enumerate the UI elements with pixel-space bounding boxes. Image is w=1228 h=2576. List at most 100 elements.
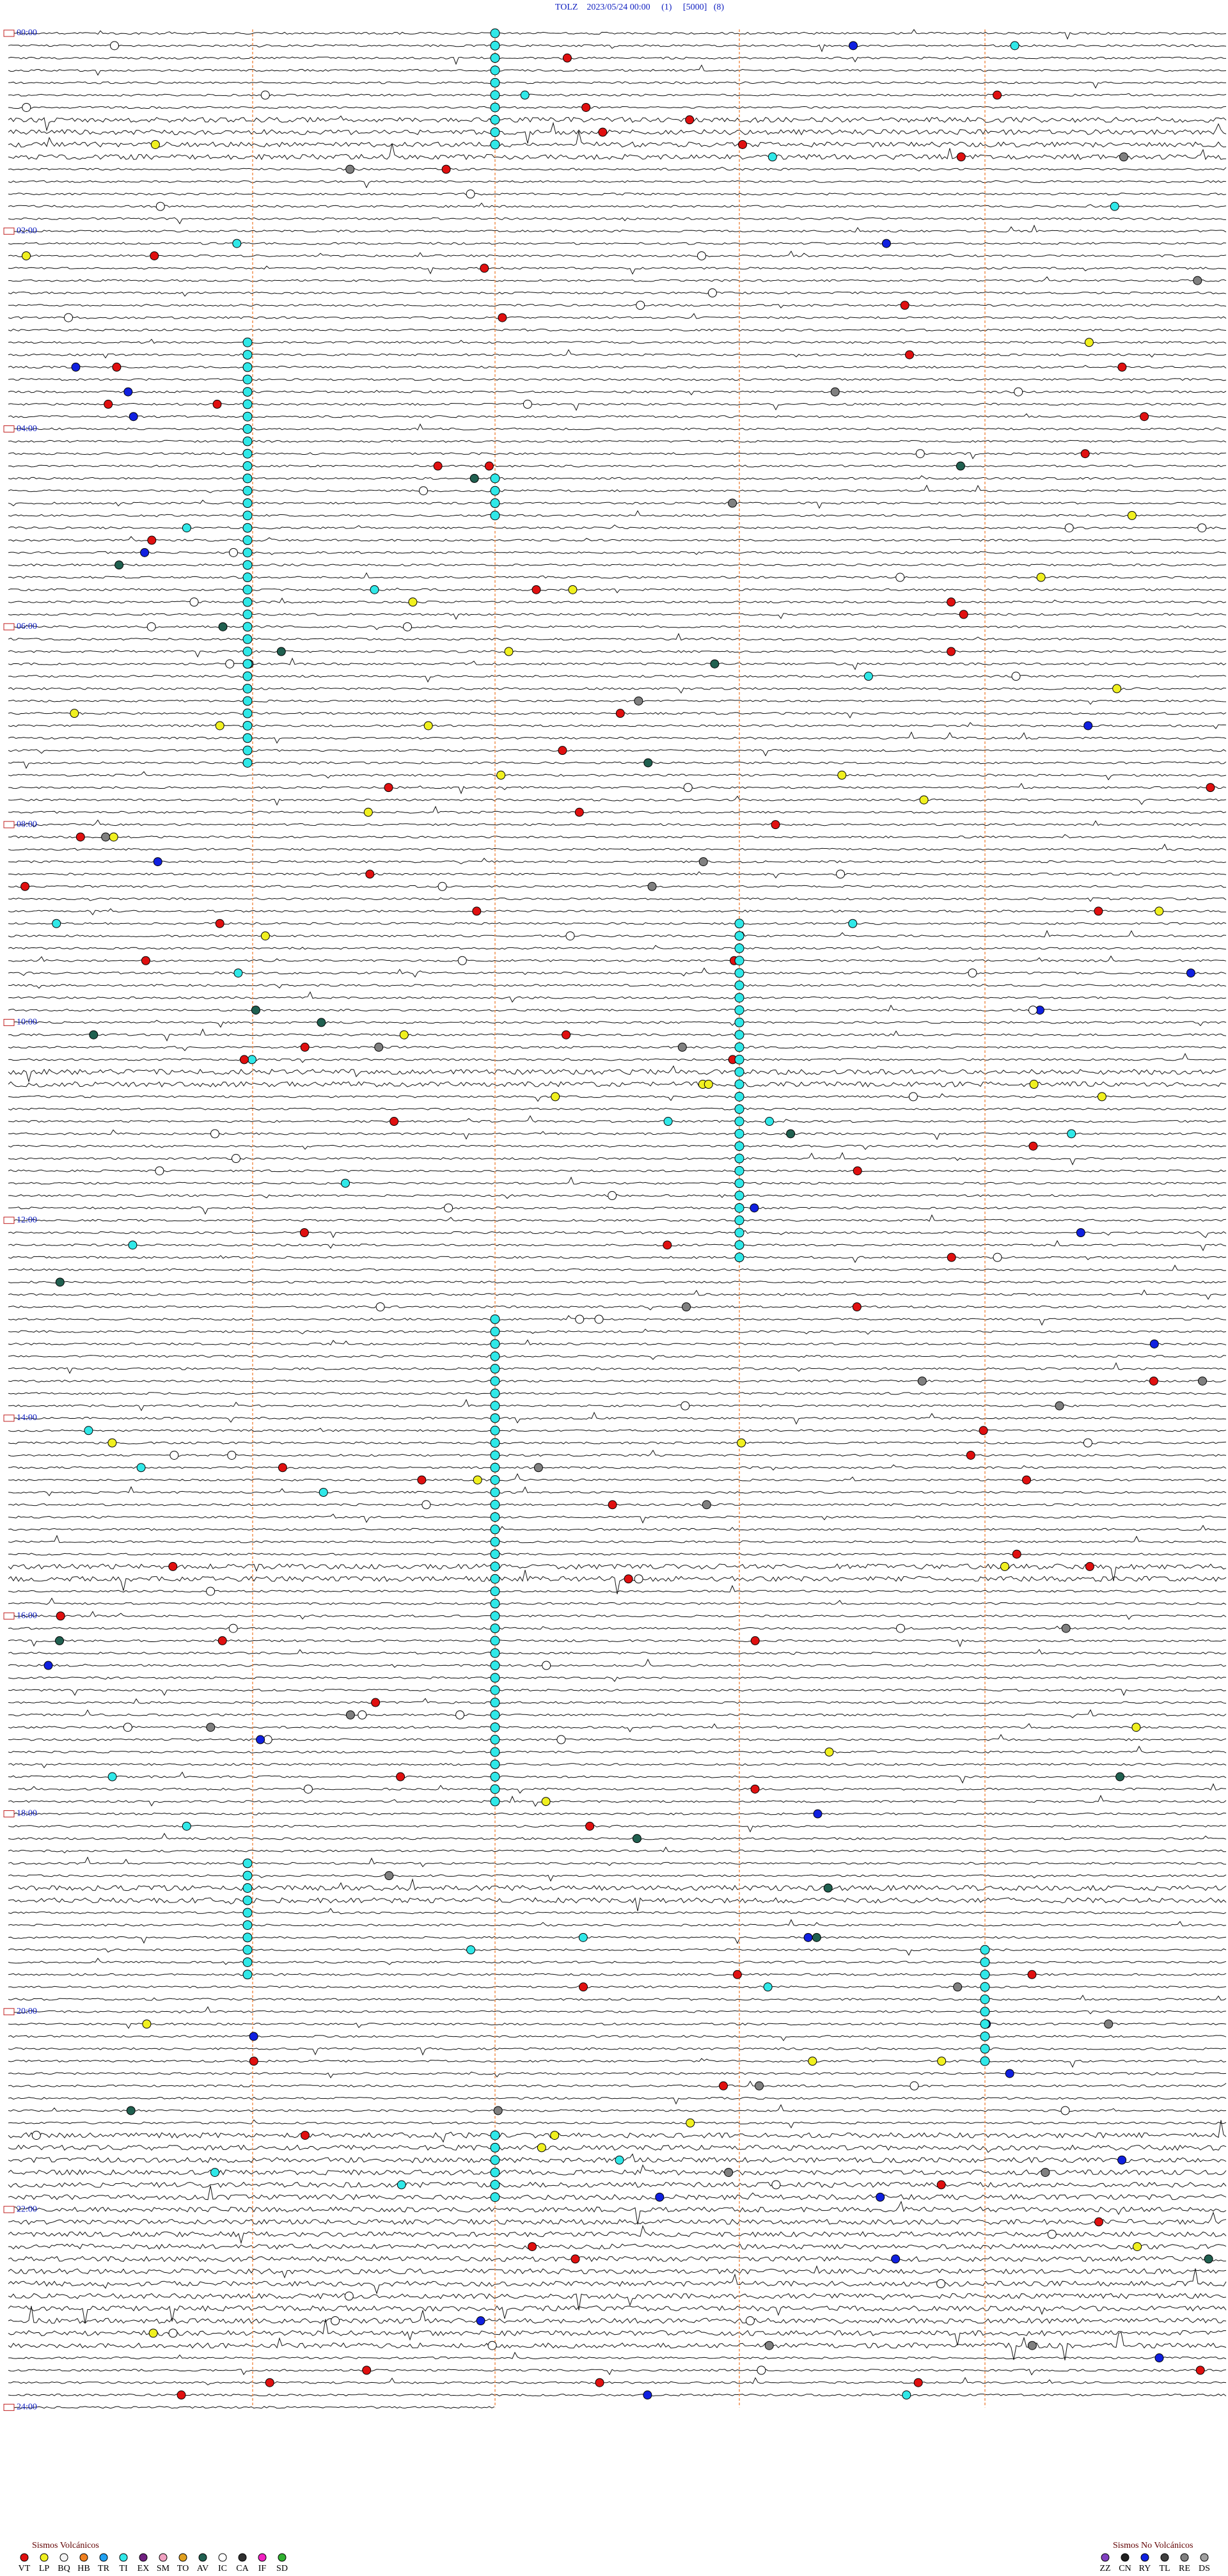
event-marker <box>765 1117 774 1126</box>
event-marker <box>64 313 73 322</box>
trace <box>8 524 1227 530</box>
trace <box>8 805 1227 814</box>
event-marker <box>417 1475 427 1485</box>
event-marker <box>242 1883 253 1893</box>
events <box>20 28 1215 2400</box>
event-marker <box>490 1772 500 1782</box>
event-marker <box>31 2131 41 2140</box>
trace <box>8 130 1227 148</box>
event-marker <box>421 1500 431 1510</box>
event-marker <box>490 2192 500 2202</box>
event-marker <box>408 597 418 607</box>
event-marker <box>344 2291 354 2301</box>
event-marker <box>498 313 507 322</box>
trace <box>8 1812 1227 1815</box>
event-marker <box>734 1240 744 1250</box>
event-marker <box>1198 1376 1207 1386</box>
event-marker <box>734 1141 744 1151</box>
event-marker <box>490 2155 500 2165</box>
event-marker <box>636 301 645 310</box>
event-marker <box>1131 1723 1141 1732</box>
event-marker <box>734 1153 744 1164</box>
event-marker <box>490 65 500 75</box>
event-marker <box>331 2316 340 2326</box>
event-marker <box>808 2057 817 2066</box>
trace <box>8 2243 1227 2250</box>
trace <box>8 536 1227 542</box>
trace <box>8 748 1227 757</box>
trace <box>8 945 1227 950</box>
event-marker <box>1117 2155 1127 2165</box>
event-marker <box>1060 2106 1070 2115</box>
event-marker <box>490 1512 500 1522</box>
trace <box>8 304 1227 308</box>
trace <box>8 510 1227 518</box>
event-marker <box>215 919 224 928</box>
legend-code: ZZ <box>1099 2564 1110 2573</box>
legend-dot <box>1160 2553 1169 2562</box>
event-marker <box>1011 672 1021 681</box>
event-marker <box>1119 152 1128 162</box>
hour-box <box>3 1612 15 1620</box>
event-marker <box>242 461 253 471</box>
event-marker <box>141 956 150 965</box>
event-marker <box>1029 1080 1039 1089</box>
trace <box>8 115 1227 132</box>
trace <box>8 365 1227 369</box>
trace <box>8 1144 1227 1150</box>
legend-code: TR <box>98 2564 110 2573</box>
event-marker <box>490 1796 500 1806</box>
event-marker <box>437 881 447 891</box>
event-marker <box>836 869 846 879</box>
trace <box>8 500 1227 509</box>
event-marker <box>490 90 500 100</box>
event-marker <box>490 1487 500 1497</box>
event-marker <box>937 2057 947 2066</box>
event-marker <box>1012 1549 1021 1559</box>
event-marker <box>301 2131 310 2140</box>
event-marker <box>490 1735 500 1745</box>
event-marker <box>319 1487 328 1497</box>
event-marker <box>490 1364 500 1374</box>
trace <box>8 908 1226 915</box>
legend-dot <box>218 2553 227 2562</box>
event-marker <box>993 1252 1002 1262</box>
event-marker <box>786 1129 796 1139</box>
event-marker <box>242 708 253 718</box>
trace <box>8 572 1227 579</box>
event-marker <box>980 2056 990 2066</box>
event-marker <box>734 1030 744 1040</box>
event-marker <box>881 239 891 248</box>
event-marker <box>210 2168 219 2177</box>
event-marker <box>1197 523 1207 533</box>
trace <box>8 1563 1227 1581</box>
event-marker <box>750 1784 760 1794</box>
event-marker <box>317 1018 326 1027</box>
event-marker <box>242 634 253 644</box>
event-marker <box>212 399 222 409</box>
hour-box <box>3 1414 15 1422</box>
legend-code: LP <box>39 2564 50 2573</box>
legend-dot <box>1121 2553 1130 2562</box>
event-marker <box>55 1277 65 1287</box>
event-marker <box>472 906 482 916</box>
event-marker <box>528 2242 537 2252</box>
event-marker <box>490 1599 500 1609</box>
event-marker <box>900 301 909 310</box>
event-marker <box>490 1401 500 1411</box>
event-marker <box>734 1166 744 1176</box>
trace <box>8 897 1227 902</box>
trace <box>8 1658 1227 1668</box>
event-marker <box>1027 2341 1037 2350</box>
event-marker <box>52 919 61 928</box>
trace <box>8 2185 1227 2201</box>
event-marker <box>242 399 253 409</box>
trace <box>8 193 1227 196</box>
legend-dot <box>1140 2553 1149 2562</box>
event-marker <box>71 362 81 372</box>
event-marker <box>242 1895 253 1906</box>
event-marker <box>655 2192 665 2202</box>
event-marker <box>533 1463 543 1473</box>
event-marker <box>734 1228 744 1238</box>
